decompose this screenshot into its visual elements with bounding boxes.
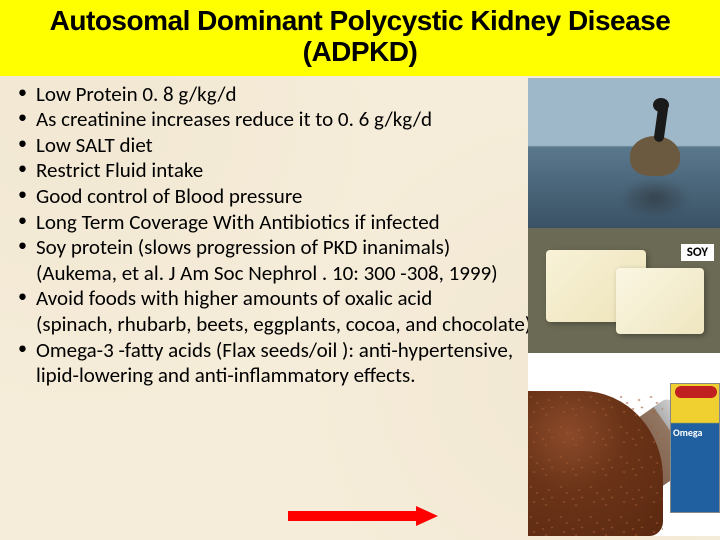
list-item: Good control of Blood pressure: [8, 184, 533, 210]
list-item: Low Protein 0. 8 g/kg/d: [8, 82, 533, 108]
red-arrow: [288, 506, 438, 526]
omega-box: Omega: [670, 383, 720, 513]
bullet-text: As creatinine increases reduce it to 0. …: [36, 106, 432, 132]
bullet-text: Low Protein 0. 8 g/kg/d: [36, 81, 237, 107]
seeds-shape: [528, 391, 663, 536]
bullet-subtext: (spinach, rhubarb, beets, eggplants, coc…: [36, 312, 533, 338]
list-item: Long Term Coverage With Antibiotics if i…: [8, 210, 533, 236]
list-item: Low SALT diet: [8, 133, 533, 159]
omega-box-text: Omega: [673, 428, 702, 438]
bullet-text: Restrict Fluid intake: [36, 157, 203, 183]
bullet-text: Low SALT diet: [36, 132, 153, 158]
bullet-text: Good control of Blood pressure: [36, 183, 302, 209]
bullet-text: Omega-3 -fatty acids (Flax seeds/oil ): …: [36, 337, 513, 389]
soy-label: SOY: [681, 244, 714, 261]
image-column: SOY Omega: [528, 78, 720, 536]
image-tofu: SOY: [528, 228, 720, 353]
bullet-text: Soy protein (slows progression of PKD in…: [36, 234, 450, 260]
title-bar: Autosomal Dominant Polycystic Kidney Dis…: [0, 0, 720, 76]
image-goose: [528, 78, 720, 228]
list-item: Restrict Fluid intake: [8, 158, 533, 184]
list-item: As creatinine increases reduce it to 0. …: [8, 107, 533, 133]
image-flax: Omega: [528, 353, 720, 536]
bullet-subtext: (Aukema, et al. J Am Soc Nephrol . 10: 3…: [36, 261, 533, 287]
page-title: Autosomal Dominant Polycystic Kidney Dis…: [8, 6, 712, 68]
goose-shape: [620, 96, 690, 186]
list-item: Soy protein (slows progression of PKD in…: [8, 235, 533, 286]
bullet-text: Long Term Coverage With Antibiotics if i…: [36, 209, 440, 235]
bullet-text: Avoid foods with higher amounts of oxali…: [36, 285, 432, 311]
list-item: Avoid foods with higher amounts of oxali…: [8, 286, 533, 337]
bullet-list: Low Protein 0. 8 g/kg/d As creatinine in…: [8, 82, 533, 389]
list-item: Omega-3 -fatty acids (Flax seeds/oil ): …: [8, 338, 533, 389]
